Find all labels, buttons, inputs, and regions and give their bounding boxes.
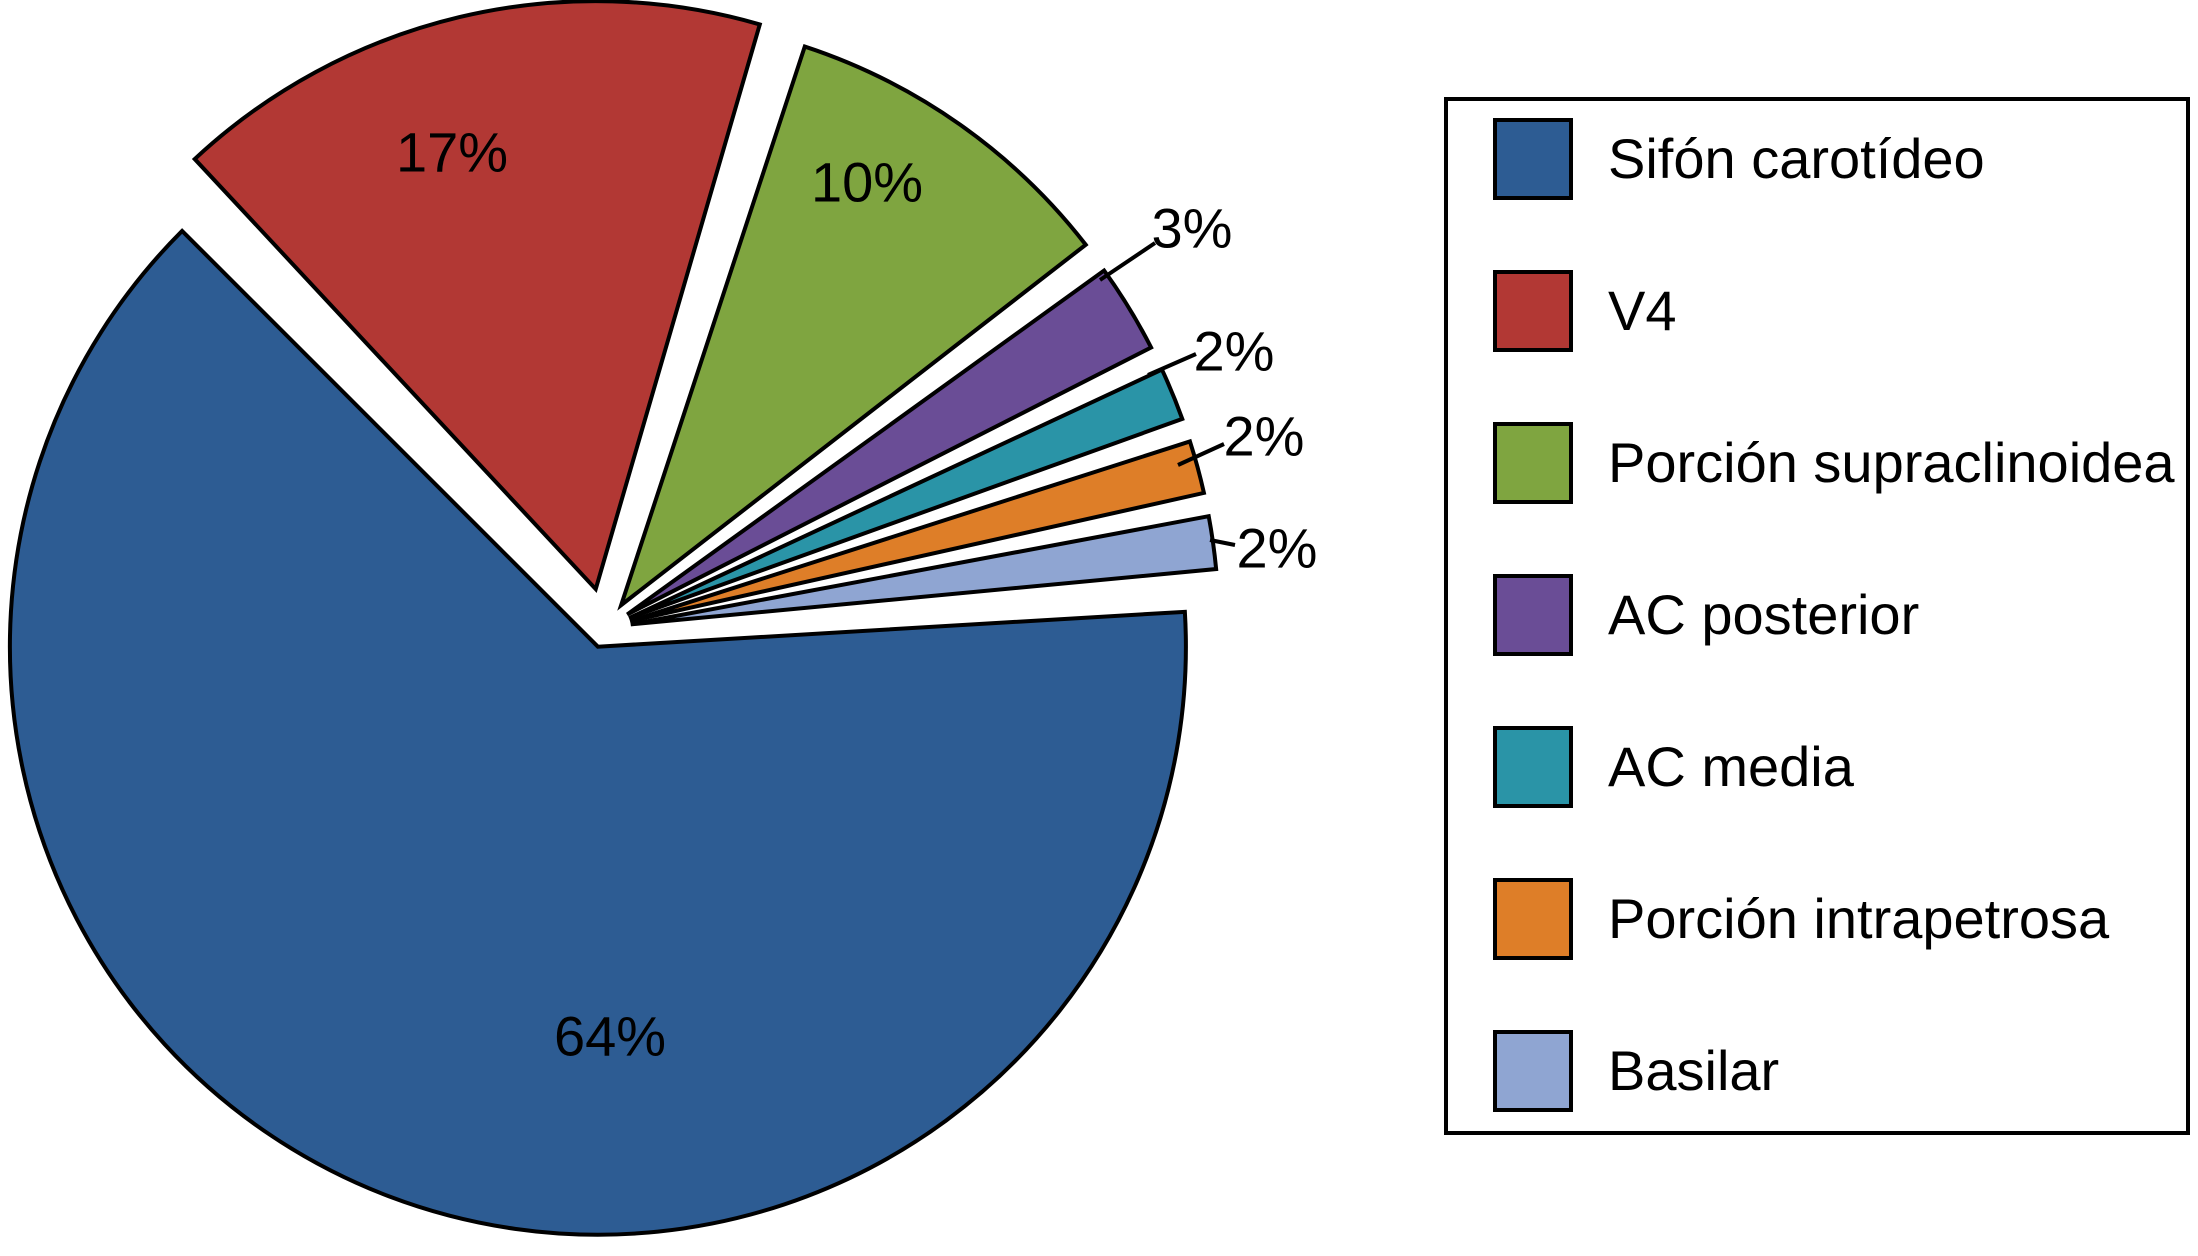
legend-label-2: Porción supraclinoidea [1608,431,2175,494]
legend-swatch-3 [1493,574,1573,656]
legend-label-1: V4 [1608,279,1677,342]
legend-item-0: Sifón carotídeo [1493,114,1985,204]
pct-label-3: 3% [1152,197,1233,260]
legend-label-0: Sifón carotídeo [1608,127,1985,190]
legend-swatch-2 [1493,422,1573,504]
legend-item-5: Porción intrapetrosa [1493,874,2109,964]
legend-label-5: Porción intrapetrosa [1608,887,2110,950]
leader-line-4 [1147,352,1197,377]
legend-label-6: Basilar [1608,1039,1780,1102]
pie-slice-1 [191,0,763,594]
pct-label-4: 2% [1194,320,1275,383]
pct-label-6: 2% [1237,517,1318,580]
legend-label-4: AC media [1608,735,1854,798]
leader-line-6 [1209,538,1236,547]
legend-label-3: AC posterior [1608,583,1920,646]
pct-label-0: 64% [554,1005,666,1068]
legend-item-2: Porción supraclinoidea [1493,418,2175,508]
legend-item-3: AC posterior [1493,570,1919,660]
legend-item-6: Basilar [1493,1026,1779,1116]
pie-slice-0 [7,228,1188,1237]
legend-swatch-4 [1493,726,1573,808]
leader-line-5 [1177,442,1225,467]
pct-label-1: 17% [396,121,508,184]
pct-label-2: 10% [811,151,923,214]
leader-line-3 [1098,241,1157,282]
legend-swatch-5 [1493,878,1573,960]
legend-swatch-6 [1493,1030,1573,1112]
legend-item-4: AC media [1493,722,1854,812]
legend: Sifón carotídeo V4 Porción supraclinoidea A… [1444,97,2190,1135]
legend-swatch-0 [1493,118,1573,200]
pct-label-5: 2% [1224,405,1305,468]
pie-slice-2 [617,44,1089,611]
legend-swatch-1 [1493,270,1573,352]
pie-slice-5 [629,438,1207,624]
legend-item-1: V4 [1493,266,1677,356]
pie-slice-3 [626,267,1154,617]
